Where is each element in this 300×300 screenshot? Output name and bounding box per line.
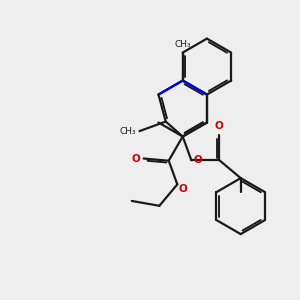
- Text: CH₃: CH₃: [174, 40, 191, 49]
- Text: O: O: [215, 121, 224, 131]
- Text: O: O: [132, 154, 141, 164]
- Text: O: O: [193, 155, 202, 165]
- Text: CH₃: CH₃: [120, 127, 136, 136]
- Text: O: O: [178, 184, 187, 194]
